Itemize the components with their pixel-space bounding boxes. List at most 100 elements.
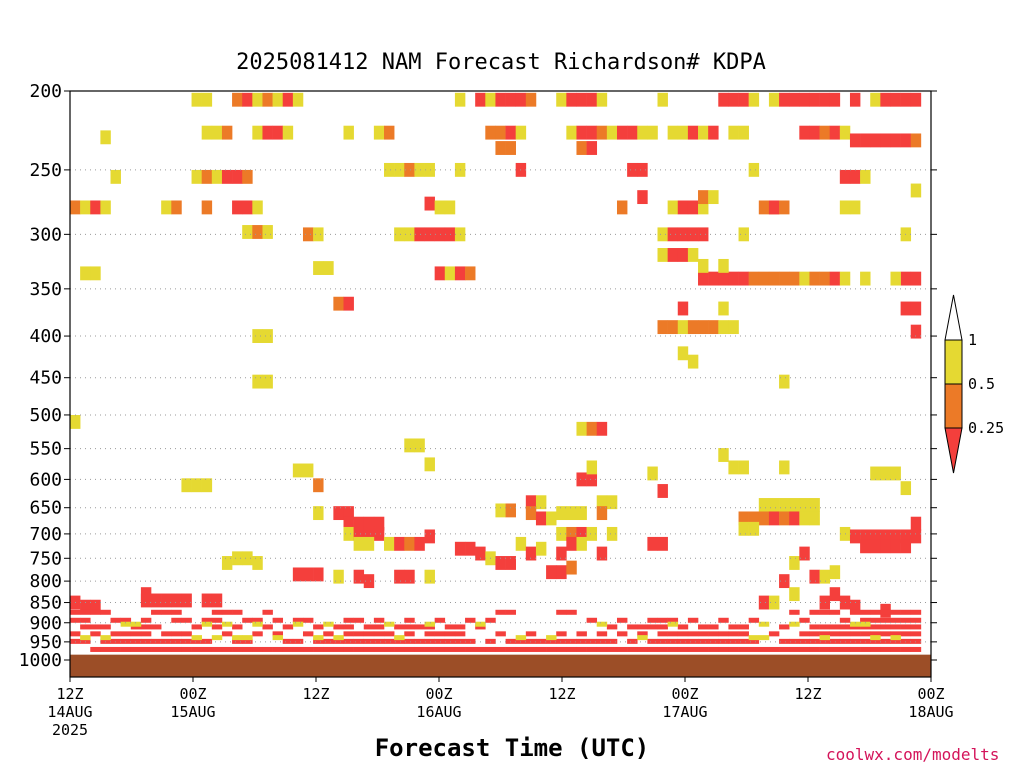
heat-cell (495, 141, 506, 155)
boundary-cell (576, 646, 587, 652)
boundary-cell (849, 609, 861, 615)
boundary-cell (890, 646, 901, 652)
heat-cell (910, 301, 922, 316)
boundary-cell (434, 631, 446, 637)
heat-cell (890, 92, 901, 107)
heat-cell (566, 125, 577, 140)
heat-cell (80, 266, 91, 281)
boundary-cell (181, 638, 192, 644)
heat-cell (738, 125, 749, 140)
heat-cell (302, 463, 314, 478)
heat-cell (161, 200, 172, 215)
boundary-cell (566, 609, 577, 615)
boundary-cell (181, 617, 192, 623)
heat-cell (394, 536, 405, 551)
heat-cell (414, 438, 425, 453)
boundary-cell (708, 624, 719, 630)
boundary-cell (140, 646, 152, 652)
heat-cell (698, 190, 709, 205)
heat-cell (576, 125, 587, 140)
heat-cell (890, 529, 901, 544)
heat-cell (768, 200, 780, 215)
heat-cell (768, 92, 780, 107)
boundary-cell (454, 646, 466, 652)
boundary-cell (677, 646, 689, 652)
boundary-cell (90, 609, 101, 615)
boundary-cell (870, 624, 881, 630)
heat-cell (495, 503, 506, 518)
boundary-cell (161, 609, 172, 615)
boundary-cell (910, 617, 922, 623)
heat-cell (667, 200, 679, 215)
boundary-cell (394, 646, 405, 652)
boundary-cell (768, 646, 780, 652)
y-tick-label: 750 (29, 548, 62, 569)
heat-cell (728, 320, 739, 335)
heat-cell (900, 133, 912, 148)
boundary-cell (221, 646, 233, 652)
boundary-cell (384, 646, 395, 652)
boundary-cell (272, 617, 284, 623)
heat-cell (495, 92, 506, 107)
boundary-cell (414, 646, 425, 652)
boundary-cell (343, 646, 354, 652)
boundary-cell (860, 631, 871, 637)
heat-cell (799, 546, 810, 561)
boundary-cell (890, 624, 901, 630)
cells-layer (70, 92, 922, 652)
heat-cell (313, 261, 324, 275)
boundary-cell (870, 631, 881, 637)
legend-swatch (944, 383, 963, 429)
heat-cell (758, 200, 770, 215)
heat-cell (252, 92, 263, 107)
boundary-cell (90, 624, 101, 630)
heat-cell (687, 354, 699, 369)
heat-cell (819, 569, 831, 584)
legend-label: 1 (968, 331, 977, 349)
heat-cell (313, 227, 324, 242)
boundary-cell (667, 617, 679, 623)
boundary-cell (860, 609, 871, 615)
heat-cell (586, 526, 598, 541)
heat-cell (70, 415, 81, 429)
boundary-cell (363, 638, 375, 644)
heat-cell (424, 569, 435, 584)
heat-cell (860, 529, 871, 544)
boundary-cell (748, 646, 760, 652)
heat-cell (860, 169, 871, 184)
boundary-cell (566, 646, 577, 652)
boundary-cell (718, 631, 729, 637)
x-tick-label: 12Z (794, 685, 821, 703)
boundary-cell (272, 631, 284, 637)
boundary-cell (698, 624, 709, 630)
heat-cell (181, 478, 192, 493)
heat-cell (566, 536, 577, 551)
boundary-cell (647, 638, 658, 644)
boundary-cell (596, 631, 608, 637)
credit-link[interactable]: coolwx.com/modelts (826, 745, 1000, 764)
heat-cell (870, 92, 881, 107)
heat-cell (211, 593, 223, 608)
y-tick-label: 400 (29, 326, 62, 347)
heat-cell (444, 200, 456, 215)
boundary-cell (282, 624, 294, 630)
heat-cell (566, 92, 577, 107)
boundary-cell (100, 624, 111, 630)
heat-cell (687, 227, 699, 242)
heat-cell (910, 271, 922, 286)
heat-cell (252, 329, 263, 343)
heat-cell (546, 511, 557, 526)
boundary-cell (353, 646, 365, 652)
heat-cell (262, 92, 273, 107)
heat-cell (556, 546, 567, 561)
heat-cell (809, 511, 820, 526)
heat-cell (313, 567, 324, 582)
heat-cell (282, 92, 294, 107)
x-tick-label: 12Z (548, 685, 575, 703)
boundary-cell (161, 631, 172, 637)
boundary-cell (809, 609, 820, 615)
heat-cell (90, 200, 101, 215)
boundary-cell (454, 631, 466, 637)
heat-cell (748, 92, 760, 107)
